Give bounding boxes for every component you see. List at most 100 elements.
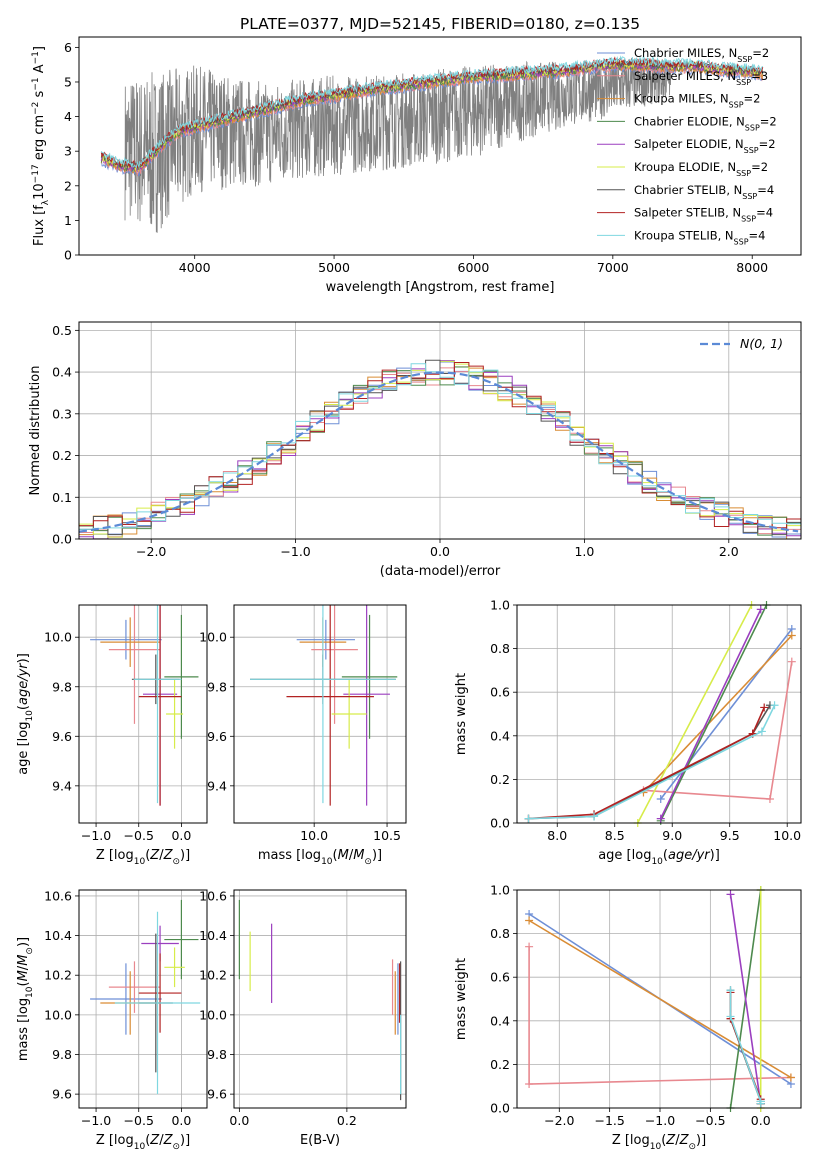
weight-marker [765, 795, 774, 804]
x-axis-label: (data-model)/error [380, 564, 501, 579]
x-tick-label: −0.5 [124, 828, 154, 843]
legend-label: Kroupa MILES, NSSP=2 [634, 92, 760, 110]
weight-marker [757, 727, 766, 736]
x-axis-label: Z [log10(Z/Z⊙)] [612, 1133, 706, 1152]
y-tick-label: 10.6 [199, 888, 227, 903]
mass-vs-Z-points [90, 899, 201, 1095]
weight-vs-age-axes: 8.0 8.5 9.0 9.5 10.0 0.0 0.2 0.4 0.6 0.8 1.0 [490, 598, 801, 844]
weight-marker [525, 1080, 534, 1089]
y-tick-label: 0.4 [490, 728, 510, 743]
weight-line-3 [659, 604, 768, 822]
x-tick-label: −1.5 [594, 1113, 624, 1128]
y-tick-label: 9.8 [52, 679, 72, 694]
y-tick-label: 0.8 [490, 641, 510, 656]
y-tick-label: 9.4 [52, 778, 72, 793]
y-tick-label: 1.0 [490, 883, 510, 898]
x-tick-label: −1.0 [280, 544, 310, 559]
x-axis-label: mass [log10(M/M⊙)] [258, 848, 382, 867]
histogram-area [79, 359, 801, 539]
x-tick-label: 7000 [597, 260, 629, 275]
weight-vs-Z-axes: −2.0 −1.5 −1.0 −0.5 0.0 0.0 0.2 0.4 0.6 0.8 1.0 [490, 883, 801, 1128]
x-tick-label: −0.5 [124, 1113, 154, 1128]
y-tick-label: 0.2 [490, 1057, 510, 1072]
mass-vs-EBV-points [238, 899, 402, 1101]
y-tick-label: 0.0 [52, 532, 72, 547]
x-axis-label: Z [log10(Z/Z⊙)] [96, 848, 190, 867]
x-tick-label: 5000 [318, 260, 350, 275]
spectrum-legend: Chabrier MILES, NSSP=2 Salpeter MILES, NS… [597, 46, 777, 246]
mass-vs-Z-frame [78, 889, 208, 1109]
legend-label: Kroupa ELODIE, NSSP=2 [634, 160, 768, 178]
model-line-0 [100, 63, 763, 177]
y-tick-label: 10.6 [44, 888, 72, 903]
weight-marker [525, 942, 534, 951]
y-tick-label: 2 [64, 178, 72, 193]
weight-vs-age-frame [516, 604, 802, 824]
weight-marker [525, 916, 534, 925]
y-tick-label: 0.4 [490, 1013, 510, 1028]
x-axis-label: E(B-V) [300, 1133, 340, 1148]
spectrum-frame [78, 36, 802, 256]
y-tick-label: 10.4 [44, 928, 72, 943]
y-tick-label: 0.1 [52, 490, 72, 505]
histogram-step-8 [79, 363, 801, 530]
histogram-step-6 [79, 359, 801, 536]
x-tick-label: 0.0 [229, 1113, 249, 1128]
residuals-legend: N(0, 1) [700, 336, 783, 351]
x-tick-label: −1.0 [81, 828, 111, 843]
y-tick-label: 9.4 [207, 778, 227, 793]
y-tick-label: 9.8 [52, 1047, 72, 1062]
data-spectrum-line [124, 57, 672, 233]
age-vs-Z-points [90, 605, 199, 806]
weight-marker [756, 1099, 765, 1108]
x-tick-label: 6000 [458, 260, 490, 275]
x-tick-label: 9.5 [720, 828, 740, 843]
legend-label: Salpeter STELIB, NSSP=4 [634, 206, 773, 224]
x-tick-label: 4000 [179, 260, 211, 275]
model-line-7 [100, 56, 764, 169]
legend-label: Kroupa STELIB, NSSP=4 [634, 228, 765, 246]
y-tick-label: 6 [64, 40, 72, 55]
normal-reference-curve [79, 371, 799, 533]
y-tick-label: 0 [64, 248, 72, 263]
weight-marker [787, 657, 796, 666]
age-vs-Z-axes: −1.0 −0.5 0.0 9.4 9.6 9.8 10.0 [44, 605, 207, 843]
x-axis-label: wavelength [Angstrom, rest frame] [326, 280, 555, 295]
y-tick-label: 0.8 [490, 926, 510, 941]
y-tick-label: 4 [64, 109, 72, 124]
y-tick-label: 9.8 [207, 679, 227, 694]
legend-label: N(0, 1) [740, 336, 783, 351]
weight-marker [656, 795, 665, 804]
mass-vs-EBV-frame [233, 889, 407, 1109]
weight-line-2 [528, 919, 792, 1079]
legend-label: Chabrier STELIB, NSSP=4 [634, 183, 774, 201]
residuals-frame [78, 321, 802, 540]
y-tick-label: 0.2 [52, 448, 72, 463]
y-axis-label: Normed distribution [28, 366, 43, 496]
weight-marker [770, 701, 779, 710]
spectrum-plot-area [100, 55, 764, 233]
weight-marker [760, 703, 769, 712]
x-tick-label: 0.0 [430, 544, 450, 559]
legend-label: Chabrier ELODIE, NSSP=2 [634, 114, 777, 131]
y-axis-label: mass weight [454, 673, 469, 755]
x-tick-label: −0.5 [695, 1113, 725, 1128]
weight-marker [756, 605, 765, 614]
x-tick-label: −2.0 [544, 1113, 574, 1128]
mass-vs-EBV-axes: 0.0 0.2 9.6 9.8 10.0 10.2 10.4 10.6 [199, 888, 406, 1128]
x-tick-label: 8.0 [547, 828, 567, 843]
legend-label: Chabrier MILES, NSSP=2 [634, 46, 769, 64]
weight-marker [787, 631, 796, 640]
x-tick-label: 9.0 [662, 828, 682, 843]
weight-marker [590, 812, 599, 821]
weight-vs-age-lines [524, 601, 796, 827]
weight-line-5 [636, 604, 753, 824]
x-tick-label: 0.0 [171, 1113, 191, 1128]
y-axis-label: mass weight [454, 958, 469, 1040]
x-tick-label: 10.0 [300, 828, 328, 843]
y-tick-label: 5 [64, 74, 72, 89]
y-tick-label: 10.0 [44, 630, 72, 645]
y-tick-label: 0.2 [490, 772, 510, 787]
x-tick-label: −1.0 [645, 1113, 675, 1128]
